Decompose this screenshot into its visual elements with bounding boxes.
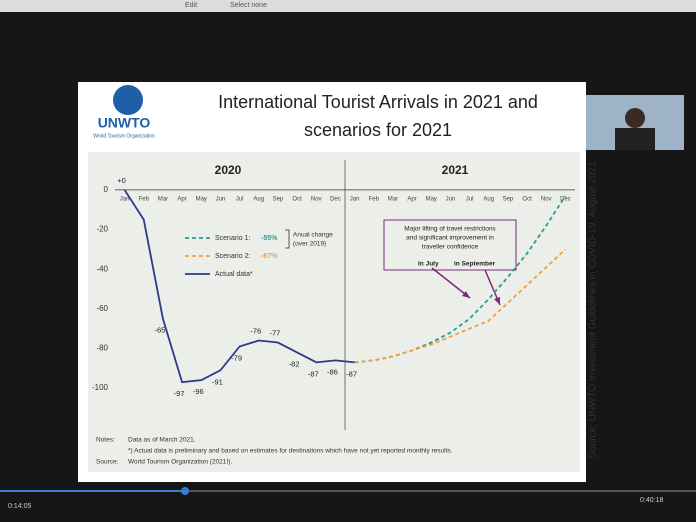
webcam-person (615, 128, 655, 150)
y-tick-label: 0 (104, 185, 109, 194)
data-label: -87 (308, 369, 319, 378)
x-tick-label: Mar (388, 196, 398, 202)
annotation-text: Major lifting of travel restrictions (404, 226, 496, 233)
x-tick-label: Feb (139, 196, 150, 202)
annotation-text: traveller confidence (422, 244, 479, 251)
webcam-person (625, 108, 645, 128)
year-label: 2020 (215, 163, 242, 177)
legend-label: Scenario 2: (215, 253, 250, 260)
annotation-text: and significant improvement in (406, 235, 494, 242)
x-tick-label: Oct (522, 196, 532, 202)
logo-globe (113, 85, 143, 115)
data-label: -79 (231, 353, 242, 362)
x-tick-label: Jun (216, 196, 226, 202)
data-label: +0 (117, 176, 126, 185)
data-label: -97 (174, 389, 185, 398)
x-tick-label: Aug (253, 196, 264, 202)
note-text: World Tourism Organization (2021I). (128, 459, 232, 466)
arrow-head (462, 291, 470, 298)
annotation-box (383, 219, 517, 271)
data-label: -77 (269, 329, 280, 338)
year-label: 2021 (442, 163, 469, 177)
x-tick-label: Dec (330, 196, 341, 202)
x-tick-label: Sep (273, 196, 284, 202)
legend-label: Actual data* (215, 271, 253, 278)
x-tick-label: Oct (292, 196, 302, 202)
chart-title: International Tourist Arrivals in 2021 a… (218, 92, 538, 112)
note-text: Data as of March 2021. (128, 437, 196, 444)
data-label: -65 (154, 326, 165, 335)
progress-track (0, 490, 696, 492)
legend-note: Anual change (293, 232, 333, 239)
annotation-arrow (431, 267, 471, 299)
legend-note: (over 2019) (293, 241, 326, 248)
data-label: -91 (212, 377, 223, 386)
x-tick-label: Nov (311, 196, 322, 202)
x-tick-label: Dec (560, 196, 571, 202)
series-line (123, 189, 355, 384)
x-tick-label: Jul (236, 196, 244, 202)
series-line (354, 248, 567, 364)
note-text: *) Actual data is preliminary and based … (128, 448, 453, 455)
menu-item[interactable]: Select none (230, 2, 267, 9)
x-tick-label: Sep (503, 196, 514, 202)
logo-subtitle: World Tourism Organization (93, 133, 155, 139)
chart-title: scenarios for 2021 (304, 120, 452, 140)
source-vertical: Source: UNWTO Investment Guidelines in C… (588, 161, 599, 459)
y-tick-label: -60 (96, 304, 108, 313)
x-tick-label: Jul (466, 196, 474, 202)
x-tick-label: May (196, 196, 207, 202)
data-label: -82 (289, 359, 300, 368)
y-tick-label: -40 (96, 264, 108, 273)
x-tick-label: Apr (177, 196, 186, 202)
logo-text: UNWTO (98, 115, 151, 131)
y-tick-label: -80 (96, 344, 108, 353)
annotation-marker: in September (454, 261, 496, 268)
data-label: -86 (327, 367, 338, 376)
x-tick-label: Jun (446, 196, 456, 202)
menu-item[interactable]: Edit (185, 2, 197, 9)
y-tick-label: -100 (92, 383, 109, 392)
y-tick-label: -20 (96, 225, 108, 234)
data-label: -76 (250, 327, 261, 336)
data-label: -96 (193, 387, 204, 396)
legend-change: -55% (261, 235, 278, 242)
plot-area (88, 152, 580, 472)
legend-brace (285, 229, 290, 249)
x-tick-label: Apr (407, 196, 416, 202)
note-text: Notes: (96, 437, 115, 444)
top-bar (0, 0, 696, 12)
x-tick-label: Mar (158, 196, 168, 202)
note-text: Source: (96, 459, 119, 466)
time-total: 0:40:18 (640, 497, 663, 504)
playhead[interactable] (181, 487, 189, 495)
legend-label: Scenario 1: (215, 235, 250, 242)
annotation-marker: in July (418, 261, 439, 268)
x-tick-label: Jan (120, 196, 130, 202)
progress-fill[interactable] (0, 490, 185, 492)
time-elapsed: 0:14:05 (8, 503, 31, 510)
x-tick-label: Feb (369, 196, 380, 202)
data-label: -87 (346, 369, 357, 378)
x-tick-label: May (426, 196, 437, 202)
notes: Notes: Data as of March 2021. *) Actual da… (96, 437, 453, 466)
arrow-head (494, 297, 500, 305)
x-tick-label: Jan (350, 196, 360, 202)
x-tick-label: Aug (483, 196, 494, 202)
x-tick-label: Nov (541, 196, 552, 202)
legend-change: -67% (261, 253, 278, 260)
